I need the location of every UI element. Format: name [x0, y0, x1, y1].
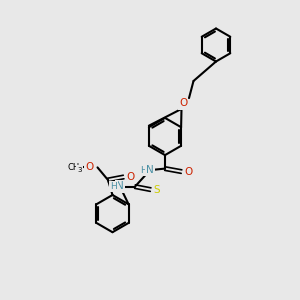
Text: H: H [110, 182, 117, 191]
Text: O: O [126, 172, 134, 182]
Text: S: S [153, 184, 160, 195]
Text: CH: CH [68, 163, 80, 172]
Text: N: N [146, 165, 154, 175]
Text: 3: 3 [78, 167, 82, 172]
Text: H: H [140, 166, 147, 175]
Text: O: O [184, 167, 192, 177]
Text: O: O [85, 162, 93, 172]
Text: N: N [116, 181, 124, 191]
Text: O: O [179, 98, 187, 109]
